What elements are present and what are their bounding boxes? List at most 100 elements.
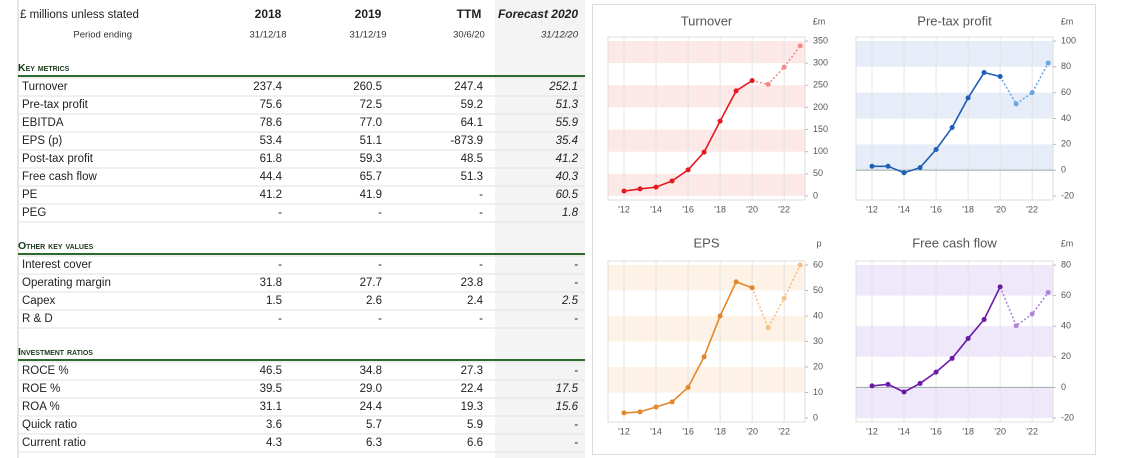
chart-unit: p bbox=[816, 238, 821, 248]
table-cell: 5.9 bbox=[467, 419, 483, 431]
data-point bbox=[669, 178, 675, 184]
table-cell: - bbox=[479, 313, 483, 325]
x-tick-label: '16 bbox=[682, 204, 694, 214]
table-cell: 22.4 bbox=[461, 383, 484, 395]
band bbox=[856, 387, 1053, 418]
chart-title: Turnover bbox=[681, 13, 733, 28]
band bbox=[856, 265, 1053, 296]
table-cell: 27.7 bbox=[360, 277, 382, 289]
data-point bbox=[997, 74, 1003, 80]
x-tick-label: '12 bbox=[618, 426, 630, 436]
table-cell: ROCE % bbox=[22, 365, 69, 377]
y-tick-label: 40 bbox=[1061, 113, 1071, 123]
y-tick-label: 150 bbox=[813, 124, 828, 134]
band bbox=[856, 326, 1053, 357]
header-cell: TTM bbox=[457, 7, 482, 21]
x-tick-label: '12 bbox=[866, 426, 878, 436]
data-point bbox=[653, 404, 659, 410]
table-cell: 6.6 bbox=[467, 437, 483, 449]
table-cell: 260.5 bbox=[353, 81, 382, 93]
table-cell: Post-tax profit bbox=[22, 153, 94, 165]
table-cell: 44.4 bbox=[260, 171, 283, 183]
y-tick-label: 100 bbox=[813, 146, 828, 156]
y-tick-label: 80 bbox=[1061, 259, 1071, 269]
y-tick-label: 60 bbox=[1061, 87, 1071, 97]
table-cell: 1.5 bbox=[266, 295, 282, 307]
band bbox=[608, 129, 805, 152]
x-tick-label: '20 bbox=[994, 204, 1006, 214]
x-tick-label: '14 bbox=[898, 426, 910, 436]
table-cell: - bbox=[574, 365, 578, 377]
table-cell: 65.7 bbox=[360, 171, 382, 183]
table-cell: - bbox=[574, 259, 578, 271]
table-cell: Capex bbox=[22, 295, 55, 307]
band bbox=[608, 173, 805, 196]
table-cell: - bbox=[574, 437, 578, 449]
table-cell: 41.2 bbox=[260, 189, 282, 201]
subheader-cell: 31/12/20 bbox=[541, 30, 579, 41]
y-tick-label: 60 bbox=[1061, 290, 1071, 300]
table-cell: EPS (p) bbox=[22, 135, 62, 147]
data-point bbox=[781, 295, 787, 301]
header-cell: 2019 bbox=[355, 7, 382, 21]
y-tick-label: 0 bbox=[813, 412, 818, 422]
data-point bbox=[733, 279, 739, 285]
x-tick-label: '12 bbox=[866, 204, 878, 214]
chart-title: EPS bbox=[693, 235, 719, 250]
table-cell: PE bbox=[22, 189, 38, 201]
y-tick-label: -20 bbox=[1061, 412, 1074, 422]
data-point bbox=[917, 165, 923, 171]
table-cell: - bbox=[378, 259, 382, 271]
table-cell: - bbox=[479, 207, 483, 219]
data-point bbox=[965, 95, 971, 101]
x-tick-label: '18 bbox=[714, 204, 726, 214]
table-cell: 23.8 bbox=[461, 277, 483, 289]
table-cell: - bbox=[278, 259, 282, 271]
forecast-line bbox=[751, 264, 801, 330]
chart-unit: £m bbox=[1061, 16, 1074, 26]
data-point bbox=[797, 43, 803, 49]
table-cell: 34.8 bbox=[360, 365, 382, 377]
y-tick-label: 350 bbox=[813, 35, 828, 45]
table-cell: ROA % bbox=[22, 401, 60, 413]
data-point bbox=[669, 399, 675, 405]
x-tick-label: '18 bbox=[962, 426, 974, 436]
section-title: Key metrics bbox=[18, 62, 70, 74]
table-cell: Operating margin bbox=[22, 277, 111, 289]
band bbox=[608, 85, 805, 108]
x-tick-label: '20 bbox=[746, 204, 758, 214]
y-tick-label: 30 bbox=[813, 336, 823, 346]
data-point bbox=[621, 188, 627, 194]
data-point bbox=[1045, 60, 1051, 66]
table-cell: 17.5 bbox=[556, 383, 579, 395]
plot-frame bbox=[855, 260, 1054, 423]
data-point bbox=[685, 384, 691, 390]
data-point bbox=[949, 355, 955, 361]
data-point bbox=[781, 64, 787, 70]
table-cell: - bbox=[378, 207, 382, 219]
forecast-line bbox=[999, 62, 1049, 106]
y-tick-label: 80 bbox=[1061, 61, 1071, 71]
data-point bbox=[701, 354, 707, 360]
table-cell: 5.7 bbox=[366, 419, 382, 431]
table-cell: - bbox=[278, 313, 282, 325]
subheader-cell: 31/12/18 bbox=[250, 30, 287, 41]
chart-unit: £m bbox=[1061, 238, 1074, 248]
y-tick-label: -20 bbox=[1061, 190, 1074, 200]
data-point bbox=[797, 262, 803, 268]
data-point bbox=[1013, 323, 1019, 329]
data-point bbox=[869, 163, 875, 169]
data-point bbox=[949, 125, 955, 131]
table-cell: 41.9 bbox=[360, 189, 382, 201]
table-cell: R & D bbox=[22, 313, 53, 325]
x-tick-label: '16 bbox=[930, 204, 942, 214]
header-cell: Forecast 2020 bbox=[498, 7, 578, 21]
chart-title: Free cash flow bbox=[912, 235, 997, 250]
table-cell: 51.3 bbox=[461, 171, 483, 183]
data-point bbox=[733, 88, 739, 94]
y-tick-label: 10 bbox=[813, 387, 823, 397]
table-cell: 2.4 bbox=[467, 295, 484, 307]
table-cell: 72.5 bbox=[360, 99, 382, 111]
subheader-cell: 30/6/20 bbox=[453, 30, 485, 41]
data-point bbox=[917, 380, 923, 386]
